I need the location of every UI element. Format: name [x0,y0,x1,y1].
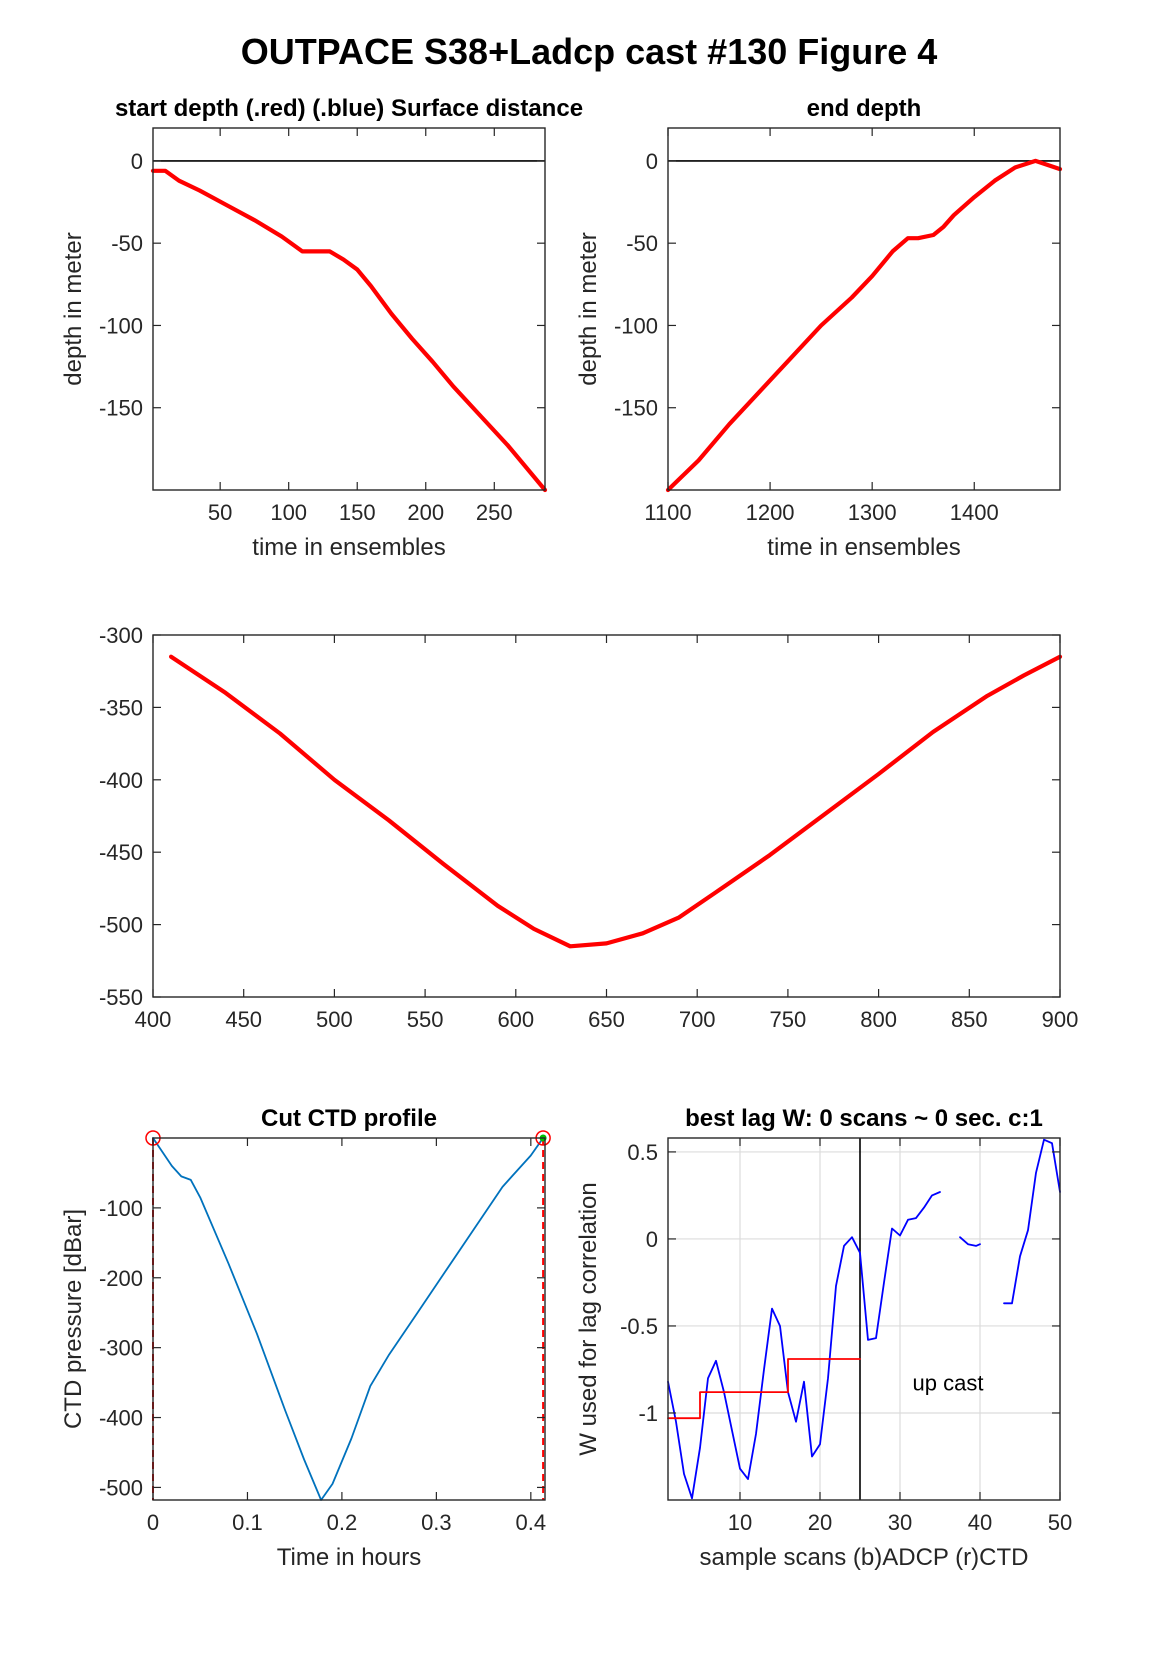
x-axis-label: time in ensembles [767,534,960,561]
y-tick-label: -300 [99,1336,143,1361]
y-tick-label: -300 [99,623,143,648]
y-tick-label: -50 [626,231,658,256]
data-series-line [665,158,1063,493]
x-tick-label: 400 [135,1007,172,1032]
y-tick-label: -1 [638,1401,658,1426]
y-tick-label: -400 [99,768,143,793]
x-tick-label: 0.4 [516,1510,547,1535]
y-tick-label: 0 [646,149,658,174]
y-tick-label: -150 [614,396,658,421]
y-tick-label: -0.5 [620,1314,658,1339]
y-tick-label: -450 [99,840,143,865]
data-series-line [150,168,548,493]
plot-2: 1100 1200 1300 1400 0 -50 -100 -150 end depth tim… [575,95,1063,561]
axes-box [152,1137,546,1501]
x-tick-label: 550 [407,1007,444,1032]
data-series-line [959,1236,981,1247]
x-tick-label: 800 [860,1007,897,1032]
x-axis-label: sample scans (b)ADCP (r)CTD [700,1544,1029,1571]
x-tick-label: 30 [888,1510,912,1535]
y-axis-label: CTD pressure [dBar] [60,1209,87,1429]
x-tick-label: 0.3 [421,1510,452,1535]
y-tick-label: -100 [99,313,143,338]
x-tick-label: 1200 [746,500,795,525]
y-tick-label: -400 [99,1406,143,1431]
y-axis-label: W used for lag correlation [575,1182,602,1455]
x-tick-label: 650 [588,1007,625,1032]
y-tick-label: 0 [646,1227,658,1252]
plot-5: 10 20 30 40 50 0.5 0 -0.5 -1 best lag W: 0 scans … [575,1105,1072,1571]
y-tick-label: 0.5 [627,1140,658,1165]
x-tick-label: 50 [208,500,232,525]
data-series-line [1003,1138,1061,1305]
y-tick-label: -150 [99,396,143,421]
x-tick-label: 1100 [644,500,691,525]
data-series-line [667,1191,941,1500]
y-tick-label: -100 [614,313,658,338]
y-tick-label: 0 [131,149,143,174]
x-tick-label: 900 [1042,1007,1079,1032]
x-tick-label: 150 [339,500,376,525]
y-tick-label: -500 [99,913,143,938]
x-tick-label: 20 [808,1510,832,1535]
x-tick-label: 0 [147,1510,159,1535]
data-series-line [169,654,1063,949]
plot-4: 0 0.1 0.2 0.3 0.4 -100 -200 -300 -400 -500 Cut CTD… [60,1105,551,1571]
y-tick-label: -200 [99,1266,143,1291]
axes-box [667,127,1061,491]
x-axis-label: Time in hours [277,1544,422,1571]
plot-title: start depth (.red) (.blue) Surface dista… [115,95,583,122]
x-tick-label: 1300 [848,500,897,525]
x-tick-label: 600 [497,1007,534,1032]
x-axis-label: time in ensembles [252,534,445,561]
x-tick-label: 0.1 [232,1510,263,1535]
axes-box [152,127,546,491]
x-tick-label: 1400 [950,500,999,525]
x-tick-label: 10 [728,1510,752,1535]
y-tick-label: -350 [99,695,143,720]
plot-title: best lag W: 0 scans ~ 0 sec. c:1 [685,1105,1043,1132]
plot-title: end depth [807,95,922,122]
x-tick-label: 40 [968,1510,992,1535]
x-tick-label: 200 [407,500,444,525]
x-tick-label: 100 [270,500,307,525]
plot-title: Cut CTD profile [261,1105,437,1132]
x-tick-label: 450 [225,1007,262,1032]
plot-1: 50 100 150 200 250 0 -50 -100 -150 start depth (.… [60,95,583,561]
y-axis-label: depth in meter [575,232,602,385]
y-tick-label: -500 [99,1475,143,1500]
x-tick-label: 700 [679,1007,716,1032]
x-tick-label: 500 [316,1007,353,1032]
data-series-line [667,1358,861,1420]
x-tick-label: 0.2 [327,1510,358,1535]
x-tick-label: 850 [951,1007,988,1032]
annotation-label: up cast [913,1370,984,1395]
y-axis-label: depth in meter [60,232,87,385]
y-tick-label: -50 [111,231,143,256]
y-tick-label: -550 [99,985,143,1010]
figure-title: OUTPACE S38+Ladcp cast #130 Figure 4 [241,31,938,72]
data-series-line [152,1137,544,1501]
x-tick-label: 50 [1048,1510,1072,1535]
y-tick-label: -100 [99,1196,143,1221]
axes-box [667,1137,1061,1501]
x-tick-label: 750 [770,1007,807,1032]
x-tick-label: 250 [476,500,513,525]
plot-3: 400 450 500 550 600 650 700 750 800 850 900 -300 -35… [99,623,1078,1032]
